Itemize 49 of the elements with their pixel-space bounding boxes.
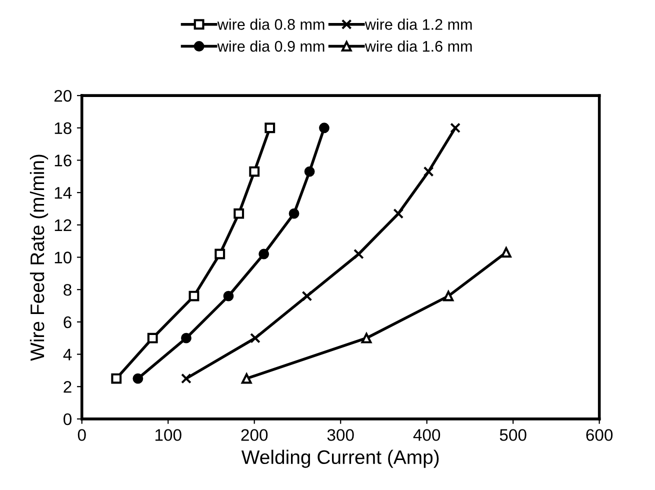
point (288, 208, 300, 219)
y-tick-label: 12 (54, 219, 72, 231)
point (111, 373, 122, 384)
point (181, 332, 192, 344)
y-tick-label: 18 (54, 122, 72, 134)
y-tick-label: 16 (54, 154, 72, 166)
x-tick-label: 100 (155, 429, 182, 441)
point (302, 290, 312, 302)
point (249, 166, 260, 177)
point (354, 248, 364, 260)
point (132, 373, 144, 384)
y-tick-label: 6 (64, 316, 72, 328)
legend-label: wire dia 1.6 mm (364, 40, 472, 52)
point (443, 290, 454, 302)
point (450, 122, 461, 134)
point (181, 373, 192, 384)
x-tick-label: 400 (413, 429, 440, 441)
point (423, 166, 434, 177)
x-tick-label: 200 (241, 429, 268, 441)
y-tick-label: 10 (54, 252, 72, 264)
point (250, 332, 260, 344)
point (241, 373, 252, 384)
y-tick-label: 4 (63, 348, 72, 360)
x-tick-label: 300 (327, 429, 354, 441)
point (304, 166, 315, 177)
point (147, 332, 158, 344)
point (188, 290, 200, 302)
point (234, 208, 244, 219)
y-tick-label: 0 (64, 413, 72, 426)
point (500, 247, 512, 258)
point (393, 208, 404, 219)
x-tick-label: 0 (78, 429, 86, 441)
y-tick-label: 2 (64, 381, 72, 393)
legend-label: wire dia 1.2 mm (364, 18, 472, 30)
y-axis-title: Wire Feed Rate (m/min) (30, 154, 48, 361)
point (361, 332, 372, 344)
y-tick-label: 8 (64, 284, 72, 296)
point (214, 248, 226, 260)
x-tick-label: 600 (586, 429, 613, 441)
point (319, 122, 330, 134)
legend-label: wire dia 0.8 mm (217, 18, 324, 30)
x-tick-label: 500 (500, 429, 526, 441)
y-tick-label: 20 (54, 90, 72, 102)
point (264, 122, 276, 134)
point (258, 248, 270, 260)
point (223, 290, 234, 302)
x-axis-title: Welding Current (Amp) (241, 450, 439, 468)
legend-label: wire dia 0.9 mm (217, 40, 324, 52)
y-tick-label: 14 (54, 187, 72, 199)
